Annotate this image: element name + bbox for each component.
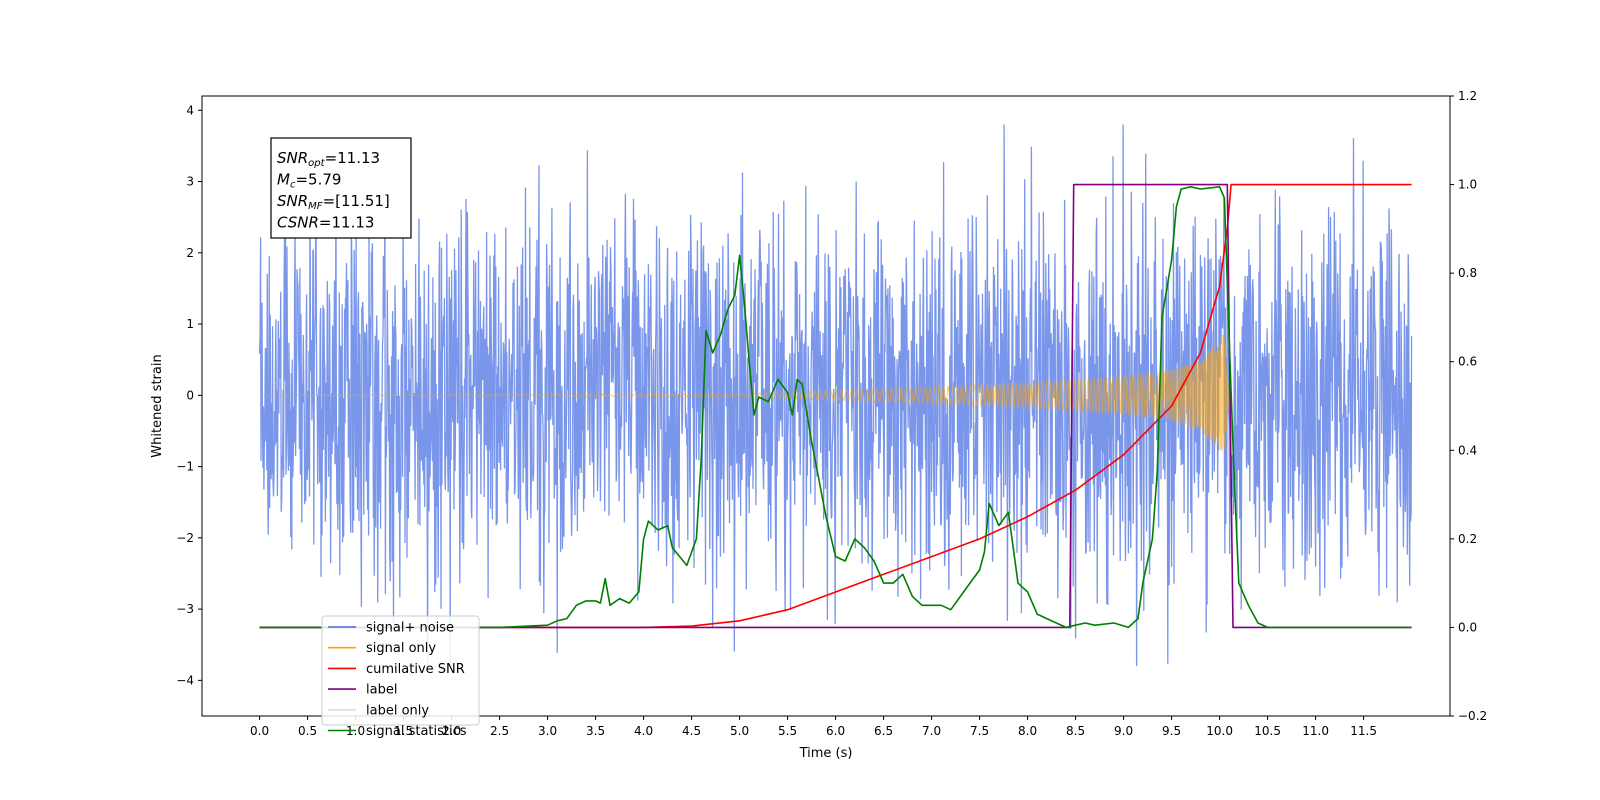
x-tick-label: 10.5 [1254,724,1281,738]
x-tick-label: 7.5 [970,724,989,738]
x-tick-label: 5.5 [778,724,797,738]
annotation-subscript: c [290,180,296,191]
stats-annotation-box: SNRopt=11.13Mc=5.79SNRMF=[11.51]CSNR=11.… [270,137,412,239]
x-tick-label: 0.0 [250,724,269,738]
x-axis-label: Time (s) [799,746,853,761]
x-tick-label: 3.0 [538,724,557,738]
annotation-subscript: MF [308,201,323,212]
series-line-label [259,183,1412,629]
x-tick-label: 4.5 [682,724,701,738]
annotation-line: SNRopt=11.13 [277,149,380,169]
annotation-symbol: SNR [277,192,308,210]
x-tick-label: 6.0 [826,724,845,738]
x-tick-label: 10.0 [1206,724,1233,738]
annotation-symbol: M [277,171,290,189]
y-tick-label-left: 3 [186,175,194,189]
legend-entry-signal-statistics: signal statistics [328,724,467,739]
legend: signal+ noise signal only cumilative SNR la… [321,615,480,739]
annotation-symbol: SNR [277,149,308,167]
x-tick-label: 11.5 [1350,724,1377,738]
series-line-signal-statistics [259,186,1412,629]
legend-entry-label-only: label only [328,703,429,718]
annotation-symbol: CSNR [277,214,319,232]
legend-entry-label: label [328,683,397,698]
annotation-box-frame [270,137,412,239]
y-tick-label-left: 0 [186,388,194,402]
annotation-line: Mc=5.79 [277,171,341,191]
plot-frame [201,95,1451,717]
series-line-signal-noise [258,124,1413,667]
y-tick-label-right: 1.2 [1458,89,1477,103]
legend-entry-cumilative-snr: cumilative SNR [328,662,465,677]
x-tick-label: 4.0 [634,724,653,738]
x-tick-label: 3.5 [586,724,605,738]
x-tick-label: 5.0 [730,724,749,738]
x-tick-label: 7.0 [922,724,941,738]
y-tick-label-right: 0.4 [1458,443,1477,457]
y-tick-label-left: −1 [176,460,194,474]
y-tick-label-right: −0.2 [1458,709,1487,723]
annotation-line: SNRMF=[11.51] [277,192,390,212]
annotation-value: =5.79 [295,171,341,189]
annotation-line: CSNR=11.13 [277,214,374,232]
annotation-subscript: opt [308,158,325,169]
legend-entry-signal-noise: signal+ noise [328,621,454,636]
y-tick-label-right: 0.8 [1458,266,1477,280]
x-tick-label: 0.5 [298,724,317,738]
legend-label: signal only [366,641,436,656]
ticks-layer: 0.0 0.5 1.0 1.5 2.0 2.5 3.0 3.5 4.0 4.5 5.0 5.5 6.0 6… [176,89,1487,738]
annotation-value: =11.13 [325,149,381,167]
legend-frame [321,615,480,726]
legend-label: label [366,683,397,698]
annotation-value: =11.13 [319,214,375,232]
y-axis-label-left: Whitened strain [150,354,165,457]
annotation-value: =[11.51] [323,192,390,210]
y-tick-label-right: 1.0 [1458,178,1477,192]
series-line-signal-only [259,334,1230,452]
y-tick-label-right: 0.6 [1458,355,1477,369]
x-tick-label: 1.5 [394,724,413,738]
series-layer [258,124,1413,667]
x-tick-label: 8.5 [1066,724,1085,738]
legend-label: signal statistics [366,724,467,739]
y-tick-label-left: −4 [176,673,194,687]
x-tick-label: 6.5 [874,724,893,738]
y-tick-label-left: −3 [176,602,194,616]
y-tick-label-left: 2 [186,246,194,260]
x-tick-label: 2.5 [490,724,509,738]
y-tick-label-left: −2 [176,531,194,545]
legend-entry-signal-only: signal only [328,641,436,656]
y-tick-label-right: 0.2 [1458,532,1477,546]
x-tick-label: 2.0 [442,724,461,738]
legend-label: cumilative SNR [366,662,465,677]
legend-label: signal+ noise [366,621,454,636]
series-line-cumilative-snr [259,183,1412,629]
y-tick-label-right: 0.0 [1458,620,1477,634]
x-tick-label: 9.0 [1114,724,1133,738]
x-tick-label: 8.0 [1018,724,1037,738]
y-tick-label-left: 4 [186,103,194,117]
x-tick-label: 9.5 [1162,724,1181,738]
x-tick-label: 11.0 [1302,724,1329,738]
y-tick-label-left: 1 [186,317,194,331]
legend-label: label only [366,703,429,718]
